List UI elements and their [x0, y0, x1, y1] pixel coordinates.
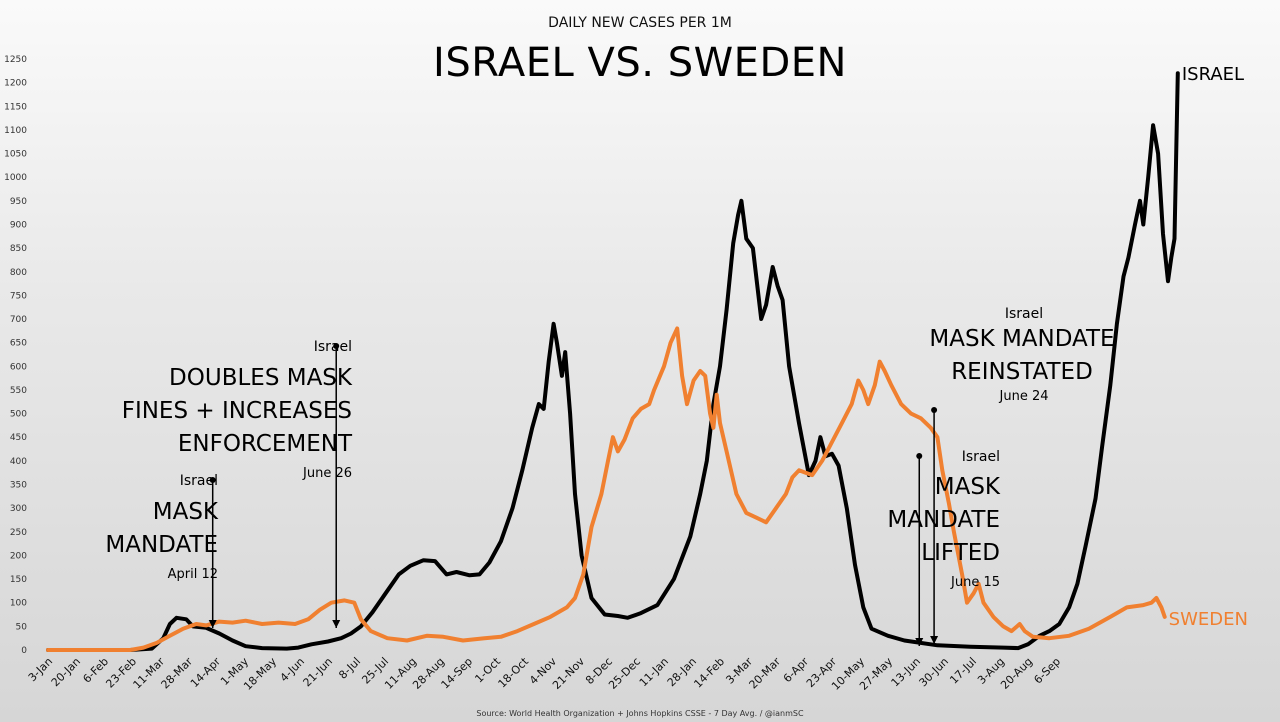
- annotation-date: April 12: [168, 567, 218, 582]
- chart-title: ISRAEL VS. SWEDEN: [433, 40, 847, 86]
- x-tick-label: 17-Jul: [947, 655, 979, 687]
- y-tick-label: 600: [10, 362, 27, 372]
- annotation-headline: REINSTATED: [951, 359, 1093, 385]
- annotation-headline: LIFTED: [921, 540, 1000, 566]
- series-line-sweden: [46, 326, 1167, 652]
- x-tick-label: 20-Mar: [747, 655, 784, 692]
- y-tick-label: 300: [10, 504, 27, 514]
- y-tick-label: 1000: [4, 173, 27, 183]
- x-tick-label: 28-Mar: [159, 655, 196, 692]
- annotation-4: Israel MASK MANDATE REINSTATED June 24: [929, 306, 1115, 644]
- x-tick-label: 13-Jun: [889, 655, 924, 690]
- y-tick-label: 400: [10, 457, 27, 467]
- y-tick-label: 1050: [4, 150, 27, 160]
- x-tick-label: 14-Sep: [439, 655, 476, 692]
- x-tick-label: 6-Sep: [1031, 655, 1063, 687]
- y-tick-label: 900: [10, 220, 27, 230]
- annotation-headline: DOUBLES MASK: [169, 365, 353, 391]
- series-label-israel: ISRAEL: [1182, 64, 1244, 85]
- y-tick-label: 150: [10, 575, 27, 585]
- annotation-dot: [333, 343, 340, 349]
- annotation-headline: MANDATE: [887, 507, 1000, 533]
- annotations: Israel MASK MANDATE April 12 Israel DOUBLES M…: [105, 306, 1115, 646]
- y-tick-label: 1100: [4, 126, 27, 136]
- y-tick-label: 100: [10, 599, 27, 609]
- annotation-1: Israel MASK MANDATE April 12: [105, 473, 219, 628]
- annotation-country: Israel: [962, 449, 1000, 465]
- y-tick-label: 850: [10, 244, 27, 254]
- annotation-headline: FINES + INCREASES: [122, 398, 352, 424]
- y-tick-label: 0: [21, 646, 27, 656]
- annotation-date: June 26: [302, 466, 352, 481]
- y-tick-label: 500: [10, 410, 27, 420]
- x-axis: 3-Jan20-Jan6-Feb23-Feb11-Mar28-Mar14-Apr…: [26, 654, 1063, 692]
- annotation-date: June 15: [950, 575, 1000, 590]
- y-tick-label: 800: [10, 268, 27, 278]
- source-note: Source: World Health Organization + John…: [476, 709, 804, 718]
- x-tick-label: 18-Oct: [496, 654, 532, 690]
- y-tick-label: 450: [10, 433, 27, 443]
- annotation-headline: MASK: [153, 499, 219, 525]
- annotation-arrow-icon: [915, 638, 924, 646]
- x-tick-label: 30-Jun: [917, 655, 952, 690]
- series-label-sweden: SWEDEN: [1169, 609, 1248, 630]
- y-tick-label: 650: [10, 339, 27, 349]
- x-tick-label: 20-Aug: [998, 655, 1035, 692]
- x-tick-label: 25-Dec: [606, 655, 643, 692]
- y-tick-label: 350: [10, 481, 27, 491]
- annotation-headline: MASK MANDATE: [929, 326, 1114, 352]
- series-layer: ISRAEL SWEDEN: [46, 64, 1248, 652]
- annotation-headline: MASK: [935, 474, 1001, 500]
- x-tick-label: 14-Feb: [691, 655, 727, 691]
- y-tick-label: 50: [16, 622, 28, 632]
- y-tick-label: 700: [10, 315, 27, 325]
- annotation-headline: ENFORCEMENT: [178, 431, 353, 457]
- x-tick-label: 21-Jun: [301, 655, 336, 690]
- annotation-headline: MANDATE: [105, 532, 218, 558]
- annotation-arrow-icon: [332, 620, 341, 628]
- y-axis: 0 50 100 150 200 250 300 350 400 450 500 550 600 650 7…: [4, 55, 27, 656]
- y-tick-label: 1250: [4, 55, 27, 65]
- x-tick-label: 20-Jan: [49, 655, 83, 689]
- x-tick-label: 14-Apr: [188, 655, 224, 691]
- x-tick-label: 11-Jan: [637, 655, 671, 689]
- y-tick-label: 1200: [4, 79, 27, 89]
- y-tick-label: 200: [10, 551, 27, 561]
- x-tick-label: 21-Nov: [550, 655, 587, 692]
- annotation-date: June 24: [999, 389, 1049, 404]
- chart-subtitle: DAILY NEW CASES PER 1M: [548, 15, 732, 31]
- annotation-country: Israel: [180, 473, 218, 489]
- annotation-dot: [916, 453, 923, 459]
- y-tick-label: 950: [10, 197, 27, 207]
- annotation-3: Israel MASK MANDATE LIFTED June 15: [887, 449, 1001, 646]
- y-tick-label: 550: [10, 386, 27, 396]
- series-line-israel: [46, 71, 1180, 652]
- annotation-arrow-icon: [930, 636, 939, 644]
- annotation-dot: [209, 477, 216, 483]
- y-tick-label: 250: [10, 528, 27, 538]
- annotation-country: Israel: [1005, 306, 1043, 322]
- y-tick-label: 1150: [4, 102, 27, 112]
- annotation-arrow-icon: [208, 620, 217, 628]
- annotation-country: Israel: [314, 339, 352, 355]
- annotation-2: Israel DOUBLES MASK FINES + INCREASES ENFOR…: [122, 339, 353, 628]
- y-tick-label: 750: [10, 291, 27, 301]
- annotation-dot: [931, 407, 938, 413]
